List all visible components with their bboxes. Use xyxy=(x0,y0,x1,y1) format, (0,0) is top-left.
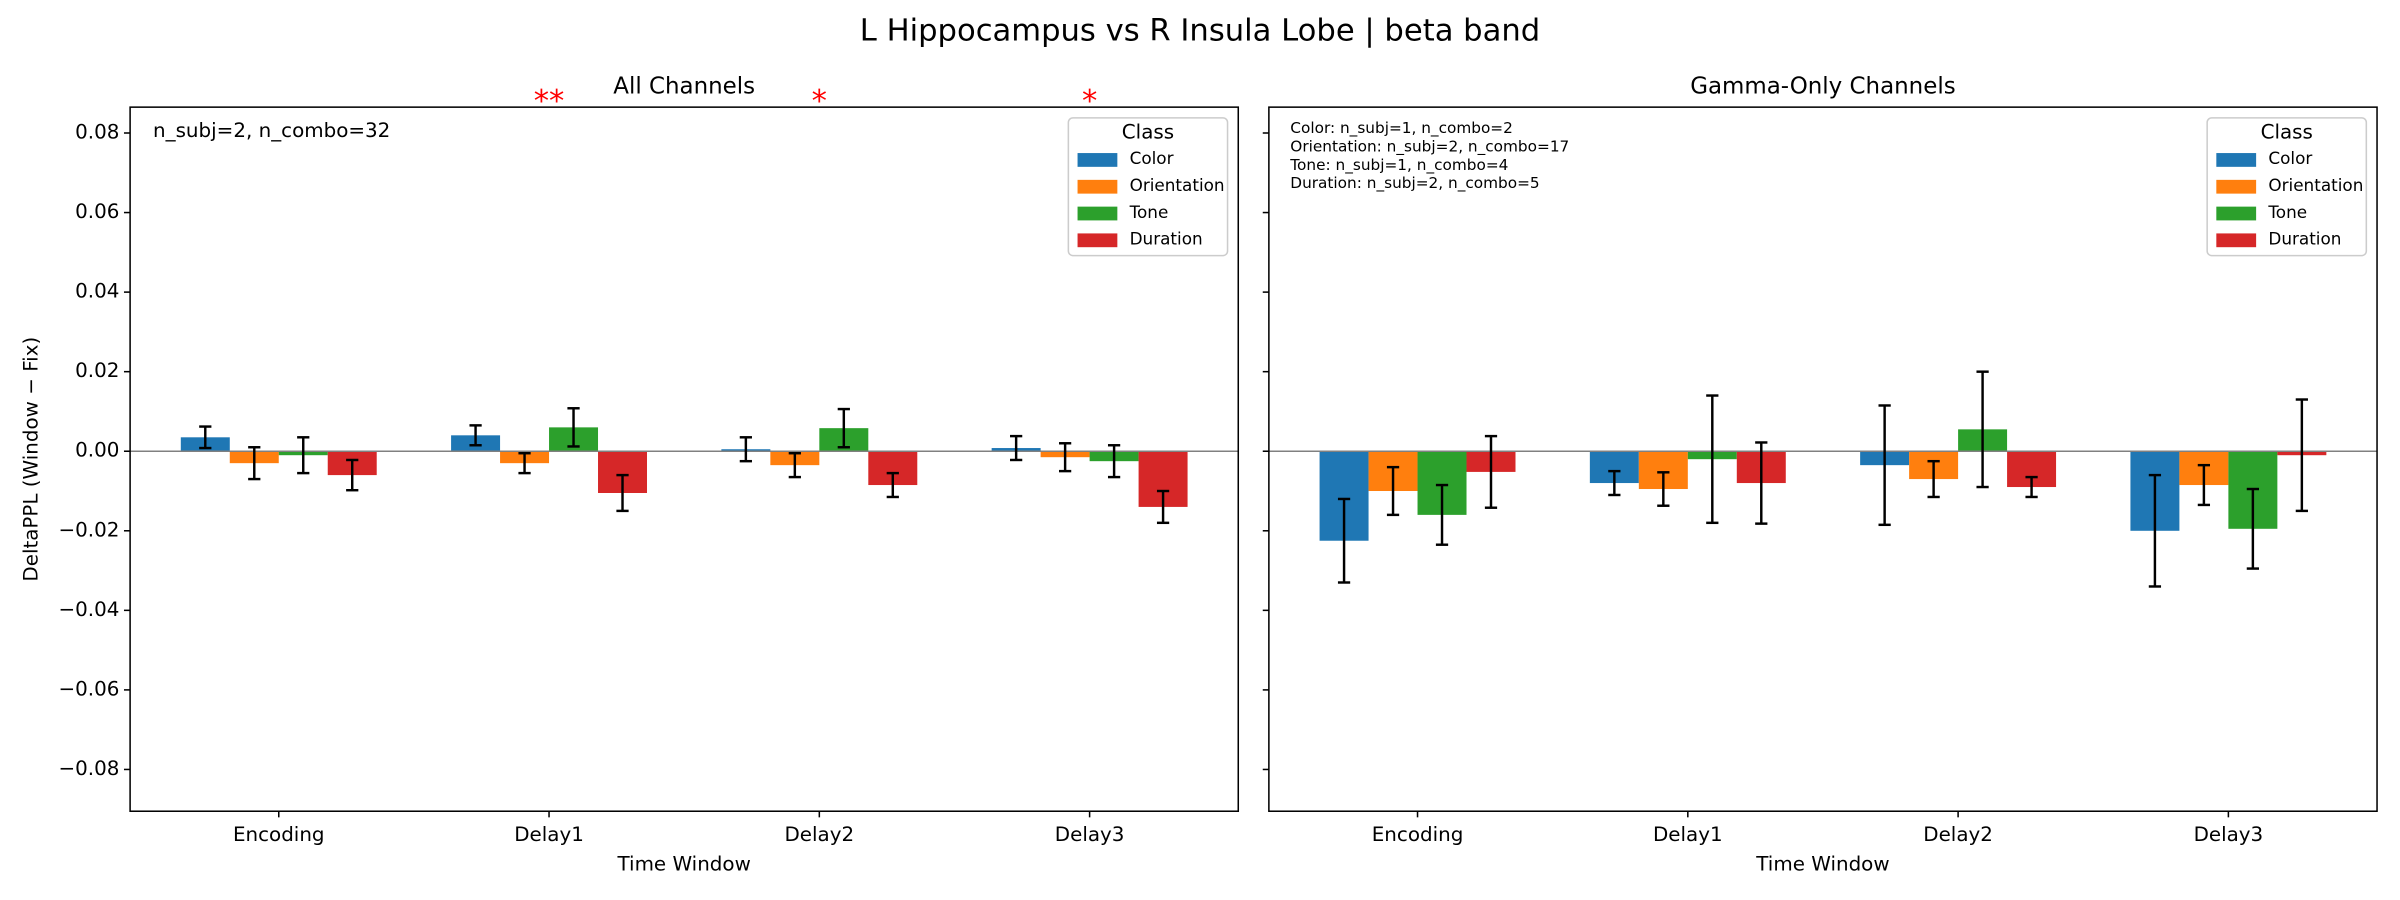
x-tick-label: Encoding xyxy=(233,823,325,846)
legend-swatch xyxy=(1077,153,1118,167)
x-tick-label: Delay1 xyxy=(514,823,584,846)
legend-label: Duration xyxy=(1130,229,1203,249)
error-bar xyxy=(518,451,531,475)
error-bar xyxy=(1484,434,1498,509)
y-axis-label: DeltaPPL (Window − Fix) xyxy=(20,337,43,582)
error-bar xyxy=(199,425,212,450)
annotation: n_subj=2, n_combo=32 xyxy=(153,119,390,142)
legend-swatch xyxy=(1077,179,1118,194)
y-tick-label: −0.08 xyxy=(58,757,119,780)
error-bar xyxy=(1435,483,1449,546)
legend-swatch xyxy=(1077,233,1118,248)
error-bar xyxy=(1337,497,1351,584)
legend-swatch xyxy=(2216,179,2257,194)
y-tick-label: 0.00 xyxy=(75,439,119,462)
y-tick-label: −0.02 xyxy=(58,518,119,541)
error-bar xyxy=(2197,463,2211,507)
error-bar xyxy=(2025,475,2038,499)
error-bar xyxy=(346,458,359,492)
error-bar xyxy=(1156,489,1170,525)
x-tick-label: Delay3 xyxy=(1055,823,1125,846)
error-bar xyxy=(1706,394,1719,525)
error-bar xyxy=(469,424,482,447)
error-bar xyxy=(1657,471,1670,507)
error-bar xyxy=(1755,441,1768,525)
error-bar xyxy=(1107,444,1121,479)
annotation: Tone: n_subj=1, n_combo=4 xyxy=(1289,156,1508,175)
error-bar xyxy=(2246,487,2259,570)
significance-marker: ** xyxy=(534,84,565,119)
error-bar xyxy=(567,407,580,448)
error-bar xyxy=(2148,473,2162,588)
y-tick-label: 0.08 xyxy=(75,120,119,143)
error-bar xyxy=(616,473,629,513)
error-bar xyxy=(739,436,752,463)
legend-label: Color xyxy=(1130,148,1174,168)
legend-label: Tone xyxy=(2267,202,2307,222)
error-bar xyxy=(837,407,850,449)
legend-label: Duration xyxy=(2268,229,2341,249)
error-bar xyxy=(248,446,261,481)
error-bar xyxy=(1927,459,1940,499)
axes-frame xyxy=(1268,106,2378,812)
annotation: Color: n_subj=1, n_combo=2 xyxy=(1290,119,1513,138)
error-bar xyxy=(788,451,801,479)
error-bar xyxy=(1058,442,1072,473)
x-axis-label: Time Window xyxy=(1755,852,1889,875)
error-bar xyxy=(297,436,310,475)
error-bar xyxy=(1878,404,1891,527)
x-axis-label: Time Window xyxy=(617,852,751,875)
legend-title: Class xyxy=(2261,121,2313,144)
y-tick-label: −0.06 xyxy=(58,677,119,700)
x-tick-label: Delay1 xyxy=(1653,823,1723,846)
legend-swatch xyxy=(2216,233,2257,248)
y-tick-label: −0.04 xyxy=(58,598,119,621)
legend-swatch xyxy=(2216,153,2257,167)
legend-title: Class xyxy=(1122,121,1174,144)
x-tick-label: Delay2 xyxy=(1923,823,1993,846)
x-tick-label: Delay3 xyxy=(2194,823,2264,846)
legend-label: Color xyxy=(2268,148,2312,168)
error-bar xyxy=(1386,465,1400,517)
significance-marker: * xyxy=(1082,84,1097,119)
x-tick-label: Delay2 xyxy=(785,823,855,846)
y-tick-label: 0.04 xyxy=(75,280,119,303)
annotation: Orientation: n_subj=2, n_combo=17 xyxy=(1290,137,1569,156)
y-tick-label: 0.02 xyxy=(75,359,119,382)
legend-label: Orientation xyxy=(1130,175,1225,195)
figure-title: L Hippocampus vs R Insula Lobe | beta ba… xyxy=(860,14,1540,49)
error-bar xyxy=(2295,398,2308,513)
legend-swatch xyxy=(2216,206,2257,221)
legend-label: Orientation xyxy=(2268,175,2363,195)
error-bar xyxy=(1010,434,1023,462)
significance-marker: * xyxy=(812,84,827,119)
axes-frame xyxy=(129,106,1240,812)
legend-label: Tone xyxy=(1129,202,1169,222)
error-bar xyxy=(1608,469,1621,497)
annotation: Duration: n_subj=2, n_combo=5 xyxy=(1290,174,1539,193)
panel-title: Gamma-Only Channels xyxy=(1690,74,1955,100)
error-bar xyxy=(1976,370,1989,489)
x-tick-label: Encoding xyxy=(1372,823,1464,846)
panel-title: All Channels xyxy=(613,74,755,100)
legend-box xyxy=(1067,117,1229,257)
legend-swatch xyxy=(1077,206,1118,221)
y-tick-label: 0.06 xyxy=(75,200,119,223)
legend-box xyxy=(2206,117,2368,257)
error-bar xyxy=(886,471,899,499)
